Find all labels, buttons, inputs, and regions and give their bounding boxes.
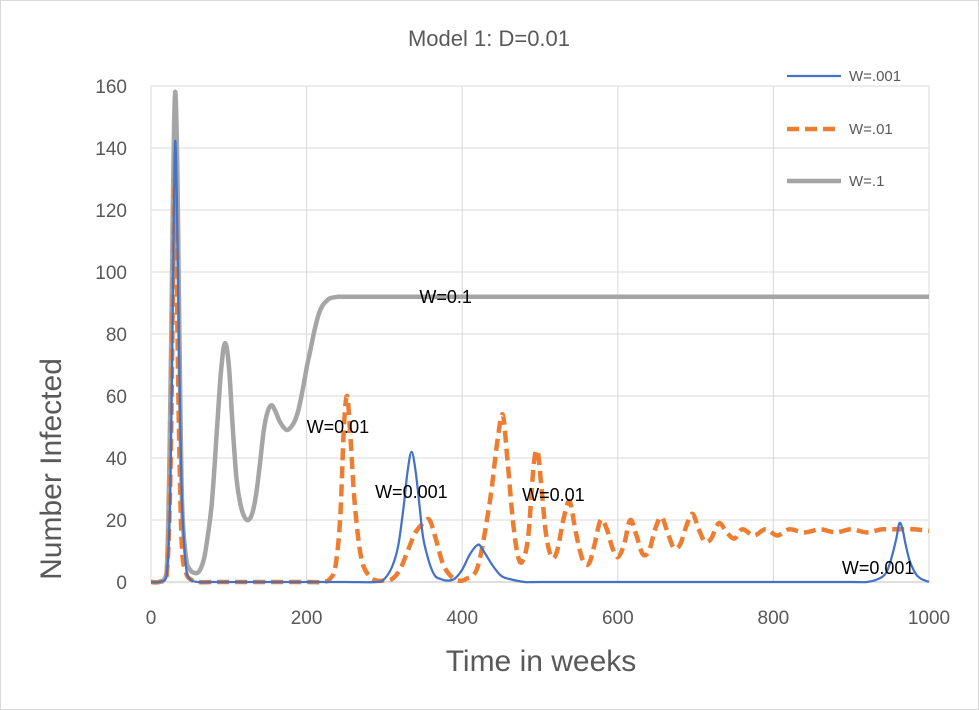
y-tick-label: 140 (95, 139, 127, 160)
x-axis-title: Time in weeks (446, 645, 637, 678)
chart-title: Model 1: D=0.01 (408, 26, 570, 51)
x-tick-label: 800 (758, 608, 790, 629)
x-tick-label: 200 (291, 608, 323, 629)
y-tick-label: 60 (106, 387, 127, 408)
legend-label: W=.001 (849, 68, 901, 85)
y-tick-label: 80 (106, 325, 127, 346)
x-tick-label: 0 (146, 608, 157, 629)
data-annotation: W=0.1 (419, 287, 472, 307)
x-tick-label: 600 (602, 608, 634, 629)
x-tick-label: 1000 (908, 608, 950, 629)
y-tick-label: 0 (116, 573, 127, 594)
x-tick-label: 400 (446, 608, 478, 629)
y-tick-label: 40 (106, 449, 127, 470)
series-line-W=.001 (150, 139, 930, 584)
y-tick-label: 20 (106, 511, 127, 532)
series-line-W=.01 (150, 176, 930, 585)
series-line-W=.1 (150, 89, 929, 585)
y-tick-label: 100 (95, 263, 127, 284)
tick-labels: 0 20 40 60 80 100 120 140 160 0 200 400 600 800 1000 (95, 77, 950, 629)
data-annotation: W=0.001 (842, 558, 915, 578)
gridlines (150, 85, 930, 583)
data-annotation: W=0.01 (307, 417, 370, 437)
data-annotation: W=0.001 (375, 482, 448, 502)
y-tick-label: 120 (95, 201, 127, 222)
legend: W=.001 W=.01 W=.1 (787, 68, 901, 190)
legend-label: W=.01 (849, 121, 893, 138)
annotations: W=0.1 W=0.01 W=0.001 W=0.01 W=0.001 (307, 287, 915, 578)
data-annotation: W=0.01 (522, 485, 585, 505)
y-axis-title: Number Infected (35, 358, 68, 580)
legend-label: W=.1 (849, 173, 884, 190)
series-lines (150, 89, 930, 585)
y-tick-label: 160 (95, 77, 127, 98)
